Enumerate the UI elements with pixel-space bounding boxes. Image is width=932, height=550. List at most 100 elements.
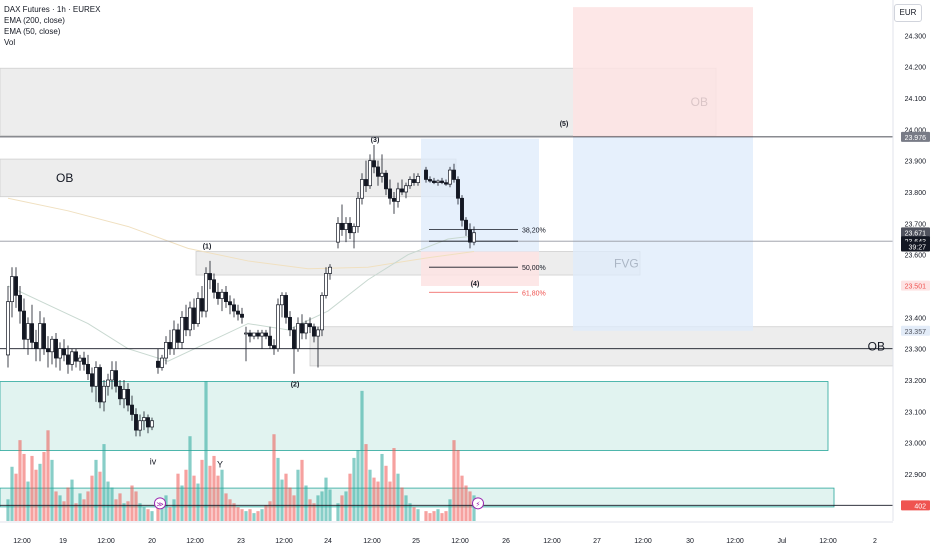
time-tick-label: 27: [593, 538, 601, 545]
candle-body: [300, 323, 304, 334]
time-tick-label: 19: [59, 538, 67, 545]
volume-bar: [468, 491, 472, 521]
volume-bar: [114, 499, 118, 521]
time-tick-label: 12:00: [275, 538, 293, 545]
candle-body: [180, 316, 184, 343]
volume-bar: [208, 465, 212, 521]
candle-body: [320, 295, 324, 331]
volume-bar: [400, 487, 404, 521]
volume-bar: [352, 457, 356, 521]
volume-bar: [364, 444, 368, 521]
candle-body: [432, 180, 436, 183]
candle-body: [400, 188, 404, 193]
price-tick-label: 24.300: [905, 33, 927, 40]
volume-bar: [10, 466, 14, 521]
ob-zone-mid-label: OB: [56, 171, 73, 185]
volume-bar: [348, 473, 352, 521]
volume-bar: [432, 511, 436, 521]
volume-bar: [384, 465, 388, 521]
time-tick-label: 12:00: [363, 538, 381, 545]
candle-body: [284, 295, 288, 318]
price-label-bg-4: [901, 280, 930, 291]
volume-bar: [86, 491, 90, 521]
time-axis[interactable]: 12:00 19 12:00 20 12:00 23 12:00 24 12:00 25 12:00…: [0, 521, 893, 550]
price-label-1: 23.671: [905, 230, 927, 237]
candle-body: [208, 273, 212, 281]
event-marker-glyph-1: ⚡: [476, 500, 481, 508]
candle-body: [452, 169, 456, 180]
blue-zone-left: [421, 138, 539, 252]
ema200-line: [7, 197, 475, 270]
volume-bar: [448, 499, 452, 521]
candle-body: [228, 301, 232, 306]
volume-bar: [94, 459, 98, 521]
candle-body: [86, 363, 90, 375]
candle-body: [78, 357, 82, 362]
volume-bar: [122, 503, 126, 521]
volume-bar: [102, 444, 106, 521]
wave-label-2: (3): [371, 137, 380, 144]
time-tick-label: 2: [873, 538, 877, 545]
candle-body: [416, 175, 420, 183]
candle-body: [352, 226, 356, 234]
labels-layer: (1) (2) (3) (4) (5) iv Y ≫ ⚡: [150, 121, 568, 510]
candle-body: [114, 370, 118, 387]
currency-button[interactable]: EUR: [894, 4, 922, 22]
price-label-bg-0: [901, 131, 930, 142]
ob-zone-low: [309, 326, 894, 367]
legend-ema200[interactable]: EMA (200, close): [4, 16, 65, 25]
time-tick-label: 30: [686, 538, 694, 545]
candle-body: [468, 229, 472, 243]
candle-body: [122, 389, 126, 400]
volume-bar: [320, 491, 324, 521]
volume-bar: [340, 495, 344, 521]
time-tick-label: 12:00: [634, 538, 652, 545]
time-tick-label: 23: [237, 538, 245, 545]
candle-body: [376, 166, 380, 177]
candle-body: [196, 298, 200, 324]
candle-body: [142, 417, 146, 422]
event-marker-1: [472, 497, 484, 510]
volume-bar: [260, 509, 264, 521]
candle-body: [312, 326, 316, 337]
volume-bar: [82, 499, 86, 521]
legend-volume[interactable]: Vol: [4, 38, 16, 47]
volume-bar: [472, 495, 476, 521]
candle-body: [328, 266, 332, 274]
volume-bar: [296, 469, 300, 521]
candle-body: [232, 304, 236, 312]
volume-bar: [312, 503, 316, 521]
legend-title[interactable]: DAX Futures · 1h · EUREX: [4, 5, 101, 14]
volume-bar: [232, 503, 236, 521]
volume-bar: [74, 503, 78, 521]
price-tick-label: 24.200: [905, 65, 927, 72]
candle-body: [26, 323, 30, 340]
candle-body: [412, 179, 416, 183]
zones-layer: OBOBFVGOB: [0, 7, 894, 508]
candle-body: [428, 179, 432, 182]
event-marker-glyph-0: ≫: [156, 500, 163, 508]
volume-bar: [118, 493, 122, 521]
candle-body: [22, 310, 26, 340]
volume-bar: [204, 381, 208, 521]
volume-bar: [90, 475, 94, 521]
legend-ema50[interactable]: EMA (50, close): [4, 27, 61, 36]
candle-body: [18, 295, 22, 312]
candle-body: [456, 179, 460, 199]
candle-body: [200, 298, 204, 312]
candle-body: [236, 310, 240, 315]
candle-body: [260, 332, 264, 337]
candle-body: [134, 414, 138, 431]
candle-body: [82, 357, 86, 365]
volume-bar: [134, 491, 138, 521]
candle-body: [356, 197, 360, 227]
price-tick-label: 23.000: [905, 441, 927, 448]
candle-body: [46, 348, 50, 353]
candle-body: [360, 179, 364, 199]
candle-body: [316, 329, 320, 337]
candle-body: [340, 222, 344, 230]
volume-bar: [444, 511, 448, 521]
price-axis[interactable]: 22.80022.90023.00023.10023.20023.30023.4…: [892, 0, 932, 550]
red-zone-right: [573, 7, 753, 137]
